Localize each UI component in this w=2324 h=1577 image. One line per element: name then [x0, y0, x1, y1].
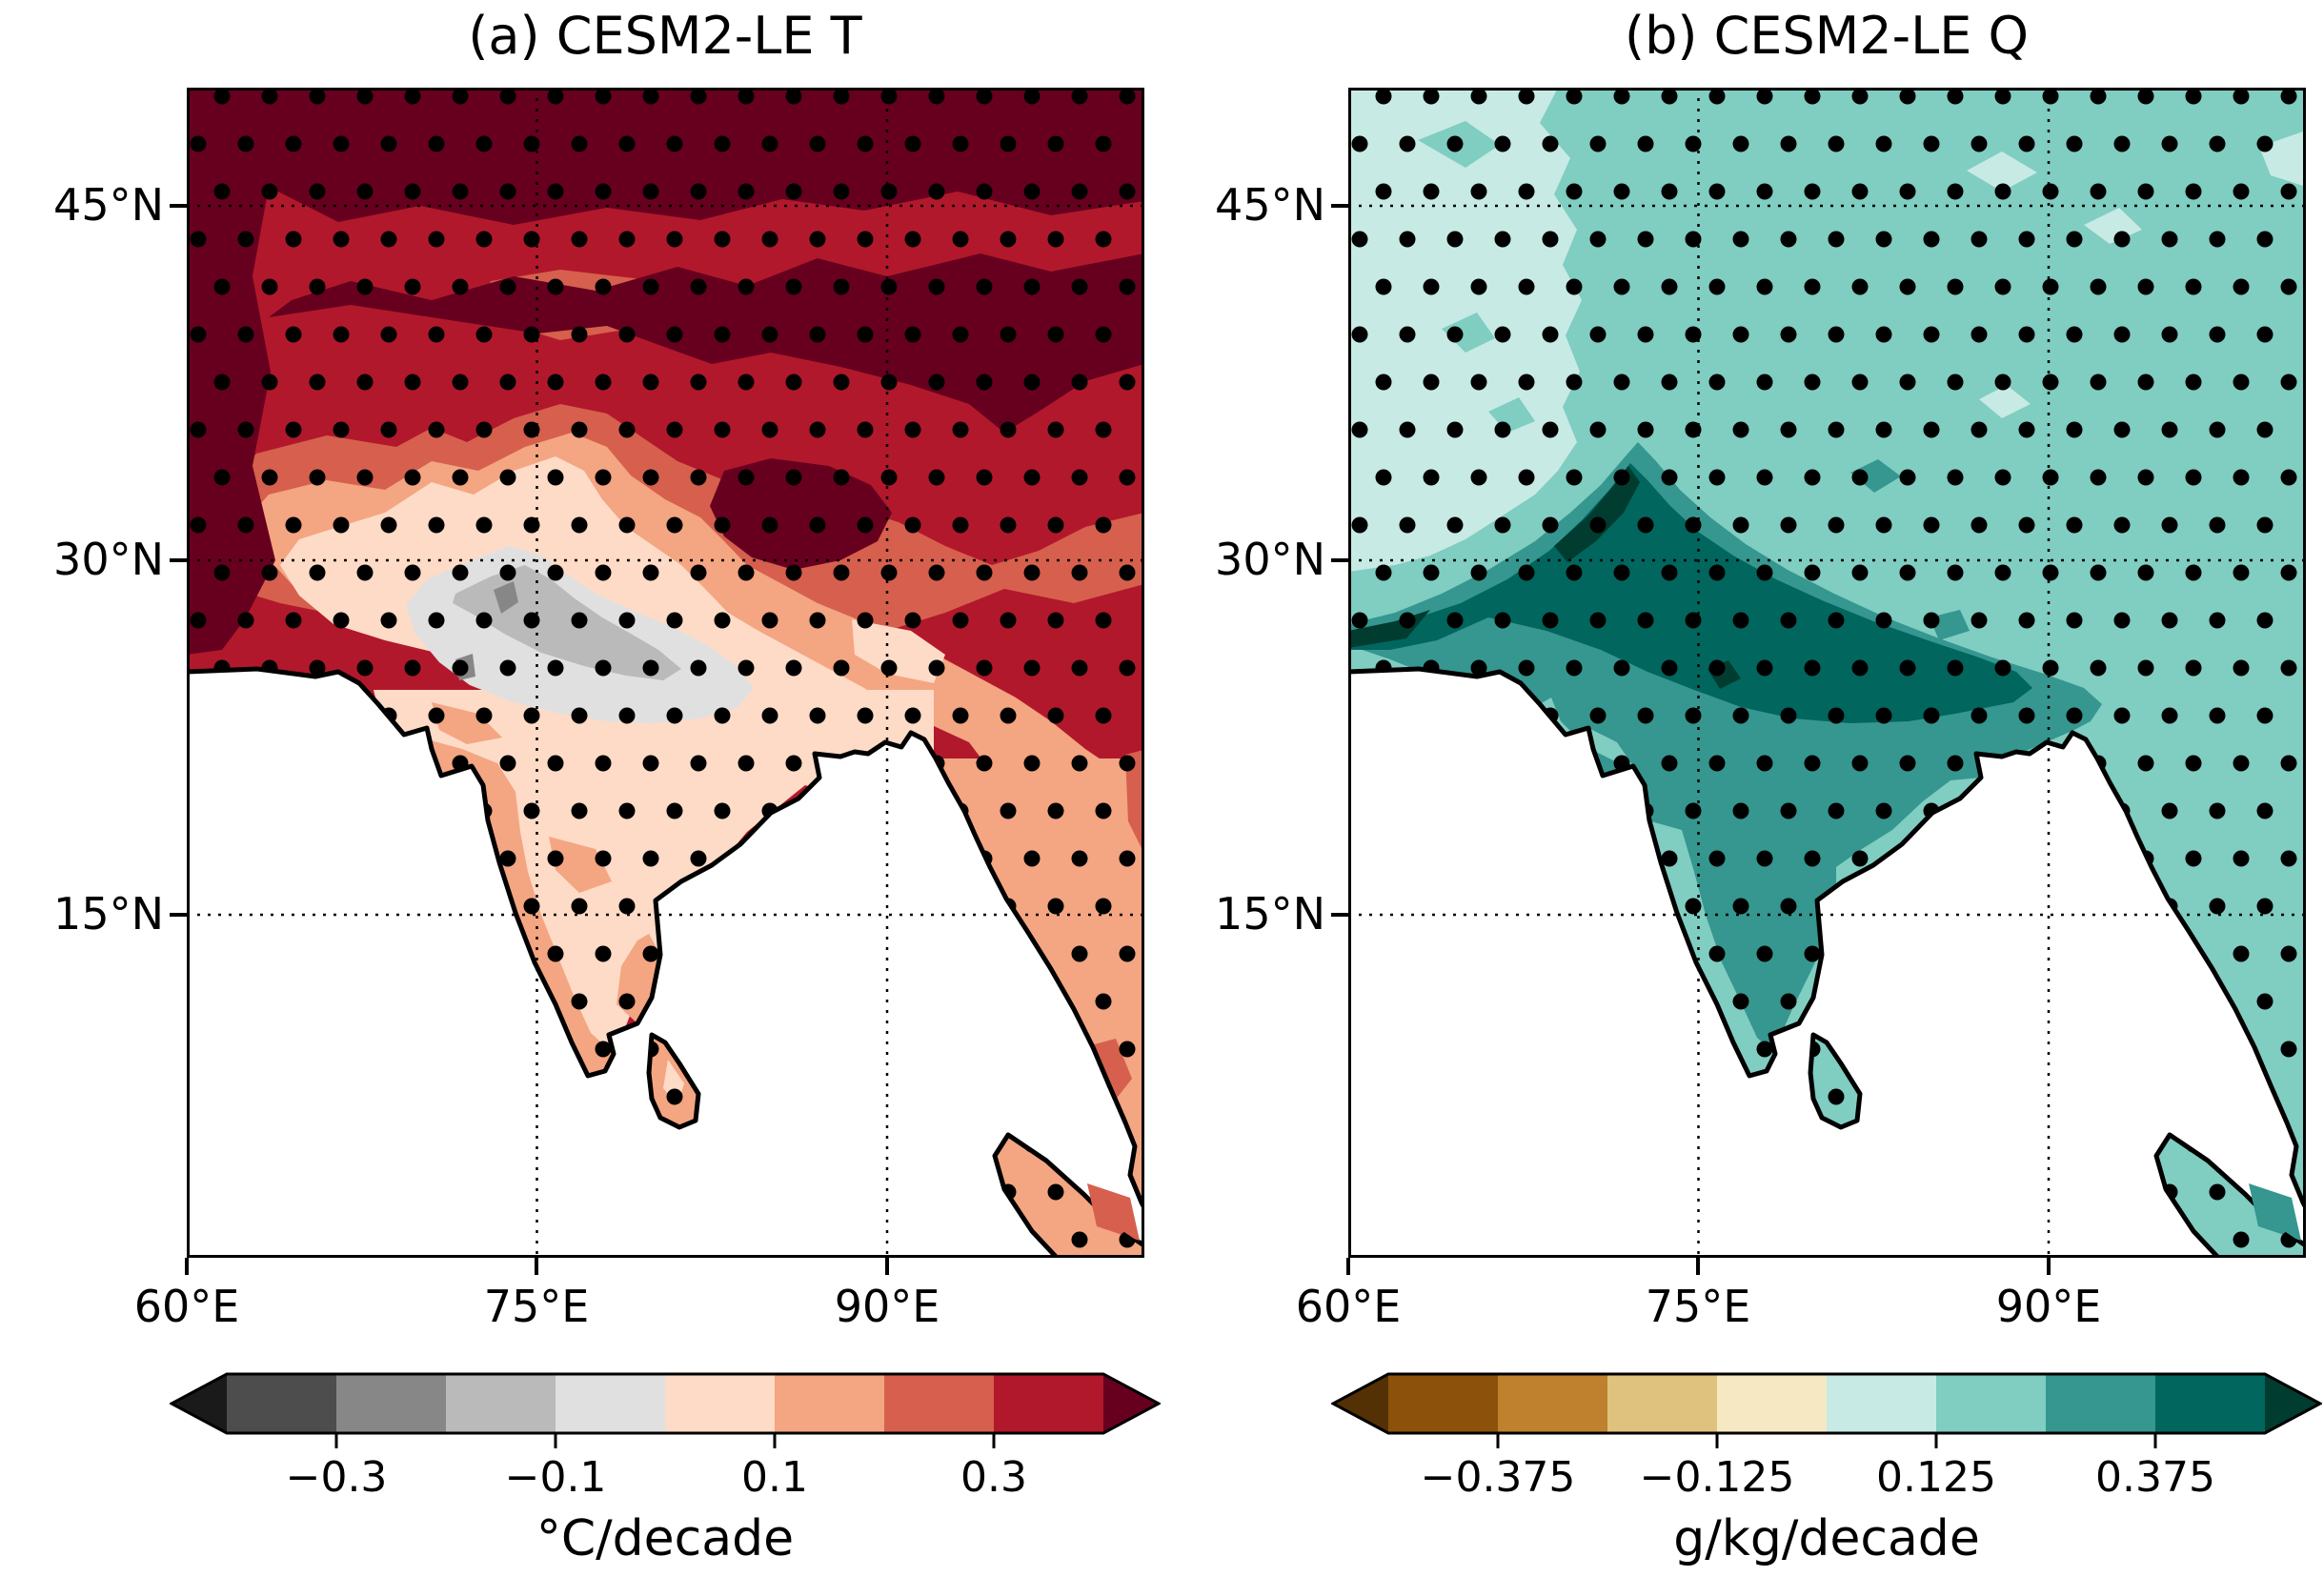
y-tick — [170, 204, 187, 208]
colorbar-tick-label: −0.125 — [1639, 1453, 1795, 1502]
x-tick — [885, 1258, 889, 1275]
stipple-overlay — [187, 88, 1144, 1258]
map-border — [1348, 88, 2306, 1258]
y-tick-label: 45°N — [1215, 179, 1325, 231]
colorbar-under-arrow — [172, 1374, 227, 1433]
colorbar-tick-label: 0.3 — [960, 1453, 1027, 1502]
colorbar-over-arrow — [1103, 1374, 1159, 1433]
colorbar-tick-label: 0.375 — [2095, 1453, 2215, 1502]
x-tick-label: 90°E — [834, 1281, 940, 1332]
colorbar-tick-label: 0.1 — [741, 1453, 808, 1502]
y-tick — [1331, 204, 1348, 208]
panel-a-title: (a) CESM2-LE T — [468, 6, 862, 66]
colorbar-segment — [1388, 1374, 1498, 1433]
panel-b-title: (b) CESM2-LE Q — [1625, 6, 2029, 66]
y-tick-label: 45°N — [53, 179, 164, 231]
colorbar-tick-label: −0.1 — [504, 1453, 607, 1502]
colorbar-tick-label: −0.375 — [1420, 1453, 1576, 1502]
x-tick — [185, 1258, 189, 1275]
colorbar-unit-b: g/kg/decade — [1673, 1510, 1980, 1567]
colorbar-segment — [336, 1374, 446, 1433]
colorbar-a — [170, 1372, 1161, 1448]
y-tick — [170, 558, 187, 562]
colorbar-outline — [170, 1372, 1161, 1435]
colorbar-tick-label: −0.3 — [285, 1453, 388, 1502]
colorbar-segment — [2155, 1374, 2265, 1433]
colorbar-segment — [446, 1374, 556, 1433]
colorbar-b — [1331, 1372, 2322, 1448]
y-tick-label: 30°N — [1215, 534, 1325, 585]
x-tick — [535, 1258, 538, 1275]
x-tick-label: 60°E — [1295, 1281, 1402, 1332]
colorbar-segment — [1717, 1374, 1827, 1433]
colorbar-segment — [1827, 1374, 1936, 1433]
map-panel-b — [1348, 88, 2306, 1258]
x-tick-label: 90°E — [1995, 1281, 2102, 1332]
map-border — [187, 88, 1144, 1258]
colorbar-segment — [227, 1374, 336, 1433]
y-tick — [170, 913, 187, 917]
x-tick — [1346, 1258, 1350, 1275]
y-tick-label: 15°N — [1215, 888, 1325, 940]
y-tick — [1331, 913, 1348, 917]
colorbar-segment — [994, 1374, 1103, 1433]
colorbar-segment — [884, 1374, 994, 1433]
colorbar-segment — [775, 1374, 884, 1433]
x-tick — [2047, 1258, 2051, 1275]
colorbar-segment — [2046, 1374, 2155, 1433]
x-tick-label: 75°E — [483, 1281, 590, 1332]
y-tick-label: 15°N — [53, 888, 164, 940]
colorbar-segment — [1607, 1374, 1717, 1433]
colorbar-unit-a: °C/decade — [536, 1510, 795, 1567]
colorbar-segment — [556, 1374, 665, 1433]
y-tick — [1331, 558, 1348, 562]
y-tick-label: 30°N — [53, 534, 164, 585]
colorbar-segment — [1936, 1374, 2046, 1433]
colorbar-under-arrow — [1333, 1374, 1388, 1433]
x-tick — [1696, 1258, 1700, 1275]
colorbar-segment — [1498, 1374, 1607, 1433]
x-tick-label: 60°E — [133, 1281, 240, 1332]
stipple-overlay — [1348, 88, 2306, 1258]
colorbar-outline — [1331, 1372, 2322, 1435]
colorbar-segment — [665, 1374, 775, 1433]
colorbar-over-arrow — [2265, 1374, 2320, 1433]
map-panel-a — [187, 88, 1144, 1258]
colorbar-tick-label: 0.125 — [1876, 1453, 1996, 1502]
x-tick-label: 75°E — [1645, 1281, 1751, 1332]
